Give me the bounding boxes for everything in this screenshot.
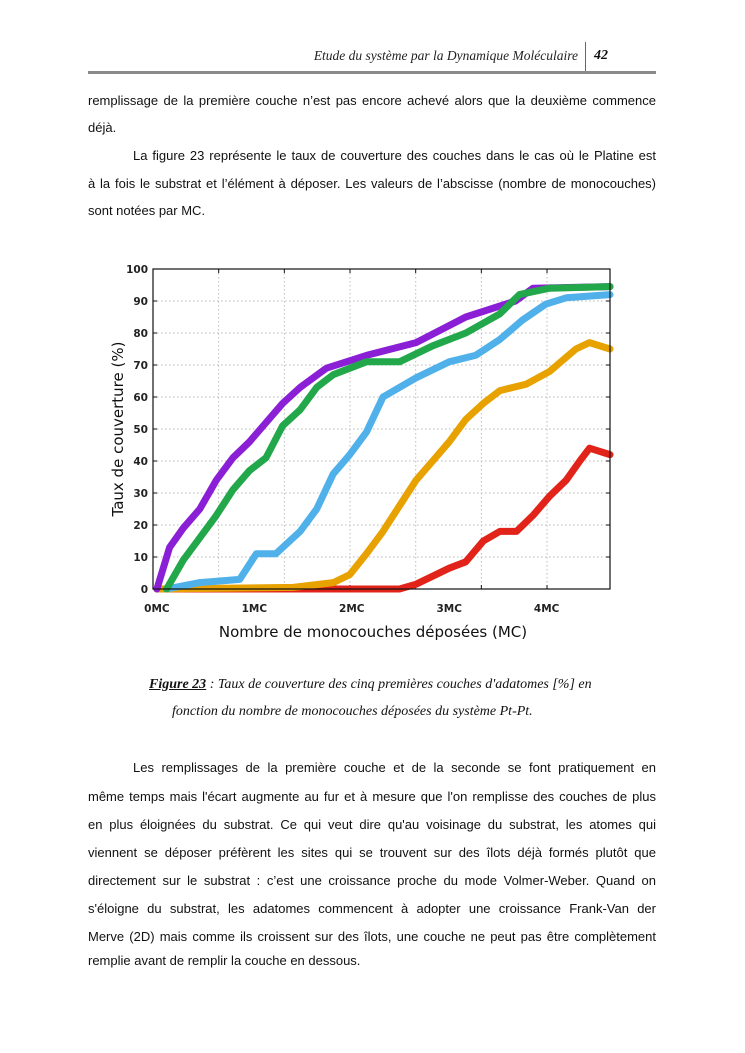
text-line: La figure 23 représente le taux de couve… (133, 148, 656, 163)
y-tick-label: 60 (133, 392, 148, 404)
text-line: déjà. (88, 120, 117, 135)
text-line: même temps mais l'écart augmente au fur … (88, 789, 656, 804)
y-tick-label: 100 (126, 264, 148, 276)
coverage-series-line (153, 283, 614, 593)
caption-label: Figure 23 (149, 677, 207, 692)
coverage-series-line (153, 444, 614, 593)
header-title: Etude du système par la Dynamique Molécu… (313, 48, 578, 63)
series-group (153, 283, 614, 593)
coverage-series-line (163, 291, 614, 593)
text-line: directement sur le substrat : c’est une … (88, 873, 656, 888)
page-number: 42 (594, 48, 608, 63)
y-tick-label: 10 (133, 552, 148, 564)
text-line: remplissage de la première couche n’est … (88, 93, 656, 108)
header-rule (88, 71, 656, 74)
x-axis-title: Nombre de monocouches déposées (MC) (219, 623, 527, 641)
x-tick-labels: 0MC 1MC 2MC 3MC 4MC (144, 603, 560, 615)
y-tick-label: 80 (133, 328, 148, 340)
coverage-series-line (163, 283, 614, 593)
x-tick-label: 3MC (436, 603, 462, 615)
y-tick-label: 30 (133, 488, 148, 500)
x-tick-label: 4MC (534, 603, 560, 615)
text-line: à la fois le substrat et l’élément à dép… (88, 176, 656, 191)
text-line: remplie avant de remplir la couche en de… (88, 953, 361, 968)
text-line: Les remplissages de la première couche e… (133, 760, 656, 775)
coverage-chart: 0 10 20 30 40 50 60 70 80 90 100 0MC 1MC 2MC 3MC 4MC N… (109, 264, 614, 641)
text-line: sont notées par MC. (88, 203, 206, 218)
header-separator (585, 42, 586, 72)
plot-frame (152, 268, 611, 590)
y-tick-label: 70 (133, 360, 148, 372)
coverage-series-line (153, 339, 614, 593)
y-tick-label: 50 (133, 424, 148, 436)
y-tick-labels: 0 10 20 30 40 50 60 70 80 90 100 (126, 264, 148, 596)
text-line: en plus éloignées du substrat. Ce qui ve… (88, 817, 656, 832)
grid (153, 268, 610, 590)
text-line: Merve (2D) mais comme ils croissent sur … (88, 929, 656, 944)
x-tick-label: 0MC (144, 603, 170, 615)
y-axis-title: Taux de couverture (%) (109, 342, 127, 518)
y-tick-label: 40 (133, 456, 148, 468)
y-tick-label: 0 (141, 584, 148, 596)
text-line: s'éloigne du substrat, les adatomes comm… (88, 901, 656, 916)
y-tick-label: 90 (133, 296, 148, 308)
x-tick-label: 1MC (242, 603, 268, 615)
caption-line-1: Figure 23 : Taux de couverture des cinq … (149, 677, 592, 693)
caption-text: : Taux de couverture des cinq premières … (206, 677, 592, 692)
text-line: viennent se déposer préfèrent les sites … (88, 845, 656, 860)
caption-line-2: fonction du nombre de monocouches déposé… (172, 704, 533, 719)
y-tick-label: 20 (133, 520, 148, 532)
x-tick-label: 2MC (339, 603, 365, 615)
